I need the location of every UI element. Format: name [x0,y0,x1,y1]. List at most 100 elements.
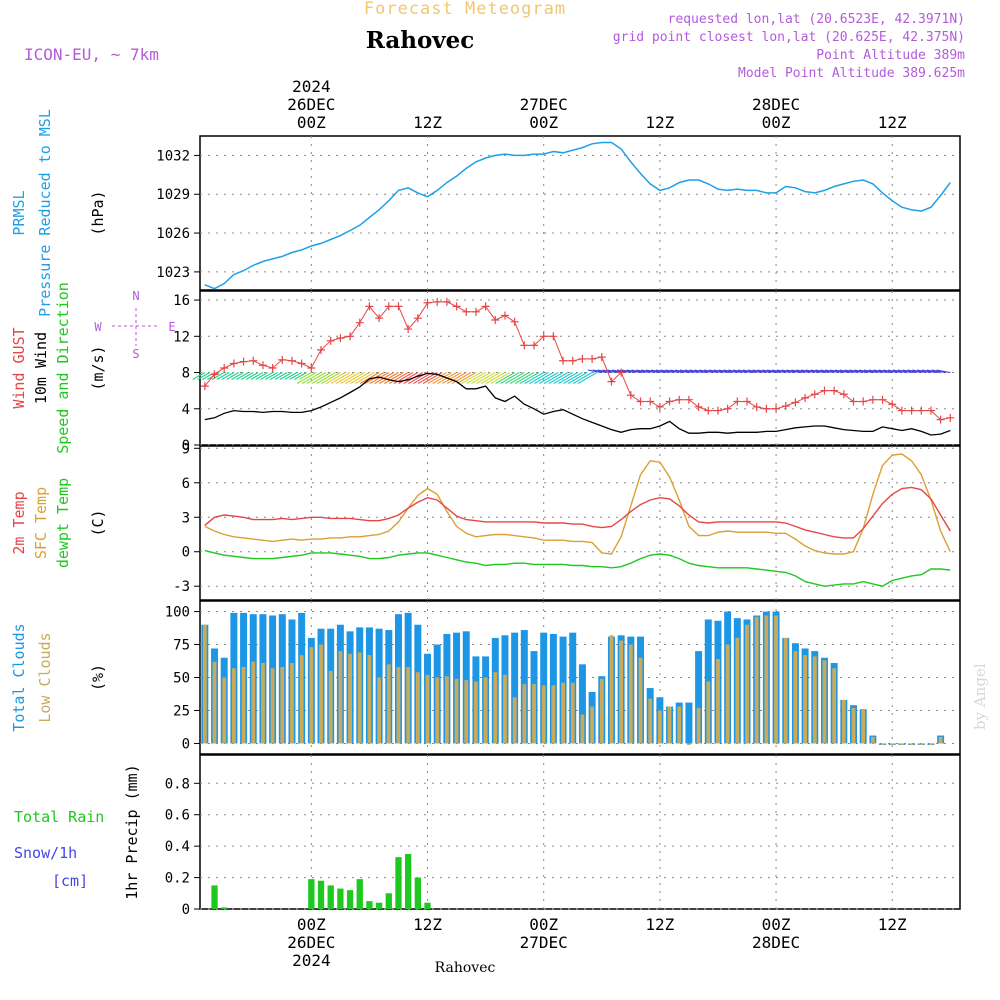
gust-marker [578,354,587,363]
gust-marker [326,336,335,345]
wind-arrow [597,369,612,374]
gust-marker [723,404,732,413]
bottom-time-label: 00Z [297,915,326,934]
wind-arrow [330,372,351,385]
low-cloud-bar [541,685,546,744]
total-cloud-bar [695,651,703,744]
bottom-time-label: 26DEC [287,933,335,952]
y-tick-label: -3 [173,579,190,595]
wind-arrow [796,369,811,374]
y-axis-title: 1hr Precip (mm) [123,764,141,899]
gust-marker [491,315,500,324]
watermark: by Angel [971,663,989,730]
y-tick-label: 8 [182,366,190,382]
low-cloud-bar [202,624,207,744]
y-tick-label: 0 [182,438,190,454]
low-cloud-bar [493,672,498,744]
wind-arrow [892,369,907,374]
wind-arrow [529,372,549,385]
y-tick-label: 50 [173,671,190,687]
gust-marker [355,318,364,327]
gust-marker [220,364,229,372]
wind-arrow [747,369,762,374]
top-time-label: 00Z [529,113,558,132]
gust-marker [452,302,461,311]
gust-marker [936,415,945,424]
top-time-label: 00Z [762,113,791,132]
precip-bar [221,907,228,909]
wind-speed-line [204,372,951,436]
header-model: ICON-EU, ~ 7km [24,45,159,64]
y-tick-label: 4 [182,402,190,418]
top-time-label: 27DEC [520,95,568,114]
y-tick-label: 75 [173,638,190,654]
gust-marker [926,406,935,415]
low-cloud-bar [619,640,624,744]
low-cloud-bar [716,659,720,744]
dewpt-temp-line [204,549,951,587]
top-time-label: 12Z [645,113,674,132]
precip-side-label: Snow/1h [14,844,77,862]
wind-arrow [466,372,486,385]
wind-arrow [626,369,641,374]
low-cloud-bar [609,635,614,744]
y-tick-label: 25 [173,703,190,719]
wind-arrow [645,369,660,374]
gust-marker [897,406,906,415]
low-cloud-bar [803,655,808,744]
precip-bar [424,902,431,909]
gust-marker [868,395,877,404]
precip-bar [385,893,392,909]
precip-side-label: [cm] [52,872,88,890]
gust-marker [278,355,287,364]
gust-marker [442,297,451,306]
wind-arrow [839,369,854,374]
gust-marker [675,395,684,404]
wind-arrow [621,369,636,374]
wind-arrow [432,372,452,385]
y-tick-label: 0 [182,736,190,752]
wind-arrow [917,369,932,374]
low-cloud-bar [599,678,604,744]
wind-arrow [577,372,598,385]
bottom-time-label: 00Z [529,915,558,934]
wind-arrow [767,369,781,374]
y-tick-label: 1029 [156,187,190,203]
wind-arrow [708,369,723,374]
wind-arrow [321,372,341,385]
gust-marker [210,370,219,379]
low-cloud-bar [309,647,314,744]
footer-location: Rahovec [435,960,496,976]
low-cloud-bar [870,736,875,744]
wind-arrow [675,369,690,374]
wind-arrow [442,372,462,385]
wind-arrow [567,372,588,385]
wind-arrow [863,369,878,374]
gust-marker [791,398,800,407]
gust-marker [287,356,296,365]
wind-arrow [810,369,825,374]
wind-arrow [519,372,540,385]
low-cloud-bar [580,714,585,744]
low-cloud-bar [483,677,488,744]
gust-marker [375,314,384,323]
y-tick-label: 0.4 [165,839,190,855]
panel-precip: 0 0.2 0.4 0.6 0.8 1hr Precip (mm) Total Rain Sn… [14,754,961,918]
bottom-time-label: 2024 [292,951,331,970]
header-closest: grid point closest lon,lat (20.625E, 42.… [613,30,965,45]
wind-arrow [849,369,864,374]
wind-arrow [543,372,564,385]
wind-arrow [301,372,322,385]
bottom-time-label: 27DEC [520,933,568,952]
gust-marker [694,402,703,411]
wind-arrow [226,372,240,381]
total-cloud-bar [685,702,693,744]
top-time-label: 28DEC [752,95,800,114]
low-cloud-bar [832,668,837,744]
gust-marker [830,386,839,395]
gust-marker [752,402,761,411]
gust-marker [423,298,432,307]
wind-arrow [854,369,869,374]
wind-arrow [369,372,390,385]
y-tick-label: 1026 [156,226,190,242]
